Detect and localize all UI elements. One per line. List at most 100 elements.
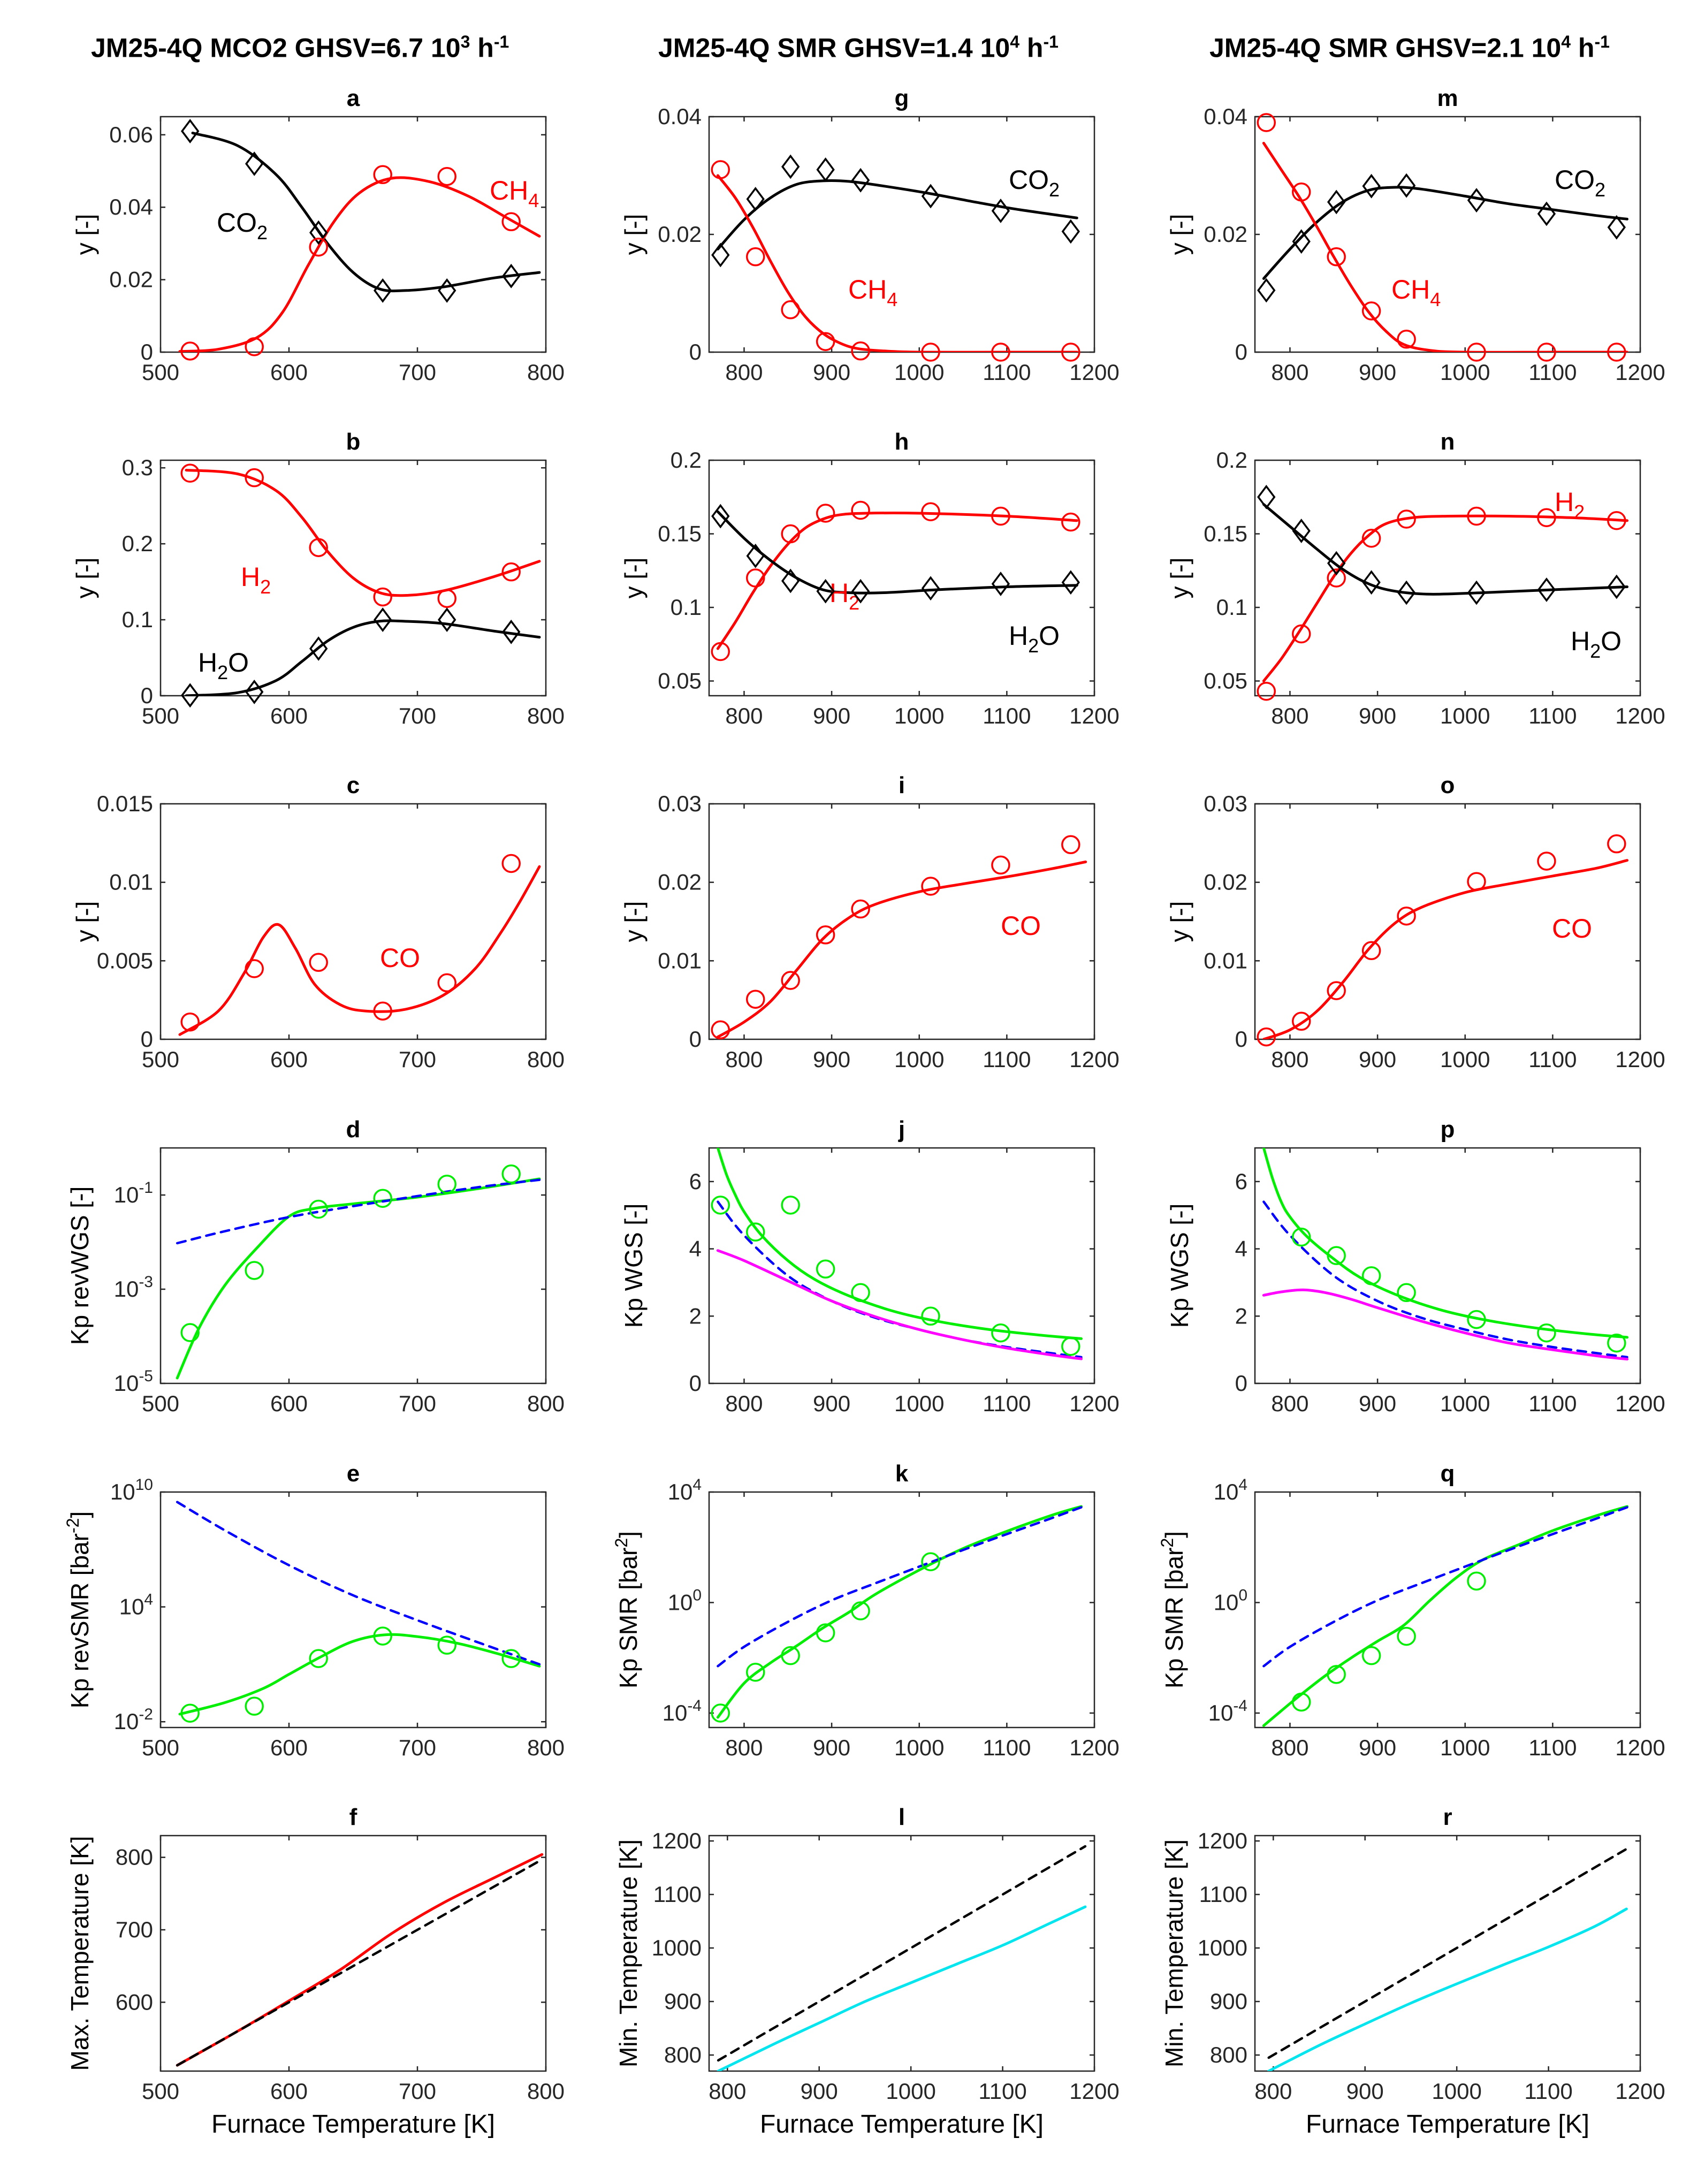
point-b-h2-5 xyxy=(501,562,521,582)
x-tick-label-a-3: 800 xyxy=(527,360,565,385)
point-g-ch4-2 xyxy=(781,300,800,319)
plot-area-e xyxy=(176,1501,541,1716)
point-n-h2o-5 xyxy=(1467,580,1486,605)
point-g-co2-5 xyxy=(921,184,940,209)
point-i-co-0 xyxy=(711,1020,730,1040)
series-line-g-co2-model xyxy=(716,179,1078,250)
point-g-ch4-3 xyxy=(816,332,835,351)
point-c-co-5 xyxy=(501,854,521,873)
point-g-ch4-7 xyxy=(1061,343,1080,362)
y-tick-label-a-3: 0.06 xyxy=(109,122,153,147)
series-line-d-kp-equilibrium xyxy=(176,1178,541,1245)
point-h-h2-1 xyxy=(745,568,765,588)
x-tick-label-k-0: 800 xyxy=(725,1735,763,1760)
x-tick-label-g-3: 1100 xyxy=(983,360,1031,385)
point-d-kp-data-2 xyxy=(309,1199,328,1219)
x-tick-label-e-3: 800 xyxy=(527,1735,565,1760)
x-tick-label-l-1: 900 xyxy=(801,2079,838,2104)
column-title-3-main: JM25-4Q SMR GHSV=2.1 10 xyxy=(1209,33,1562,63)
axes-box-k xyxy=(708,1491,1095,1729)
point-q-kp-data-3 xyxy=(1397,1626,1416,1646)
point-a-ch4-3 xyxy=(373,165,392,185)
chart-p: p 800 900 1000 1100 1200 0 2 4 6 Kp WGS [-] xyxy=(1166,1116,1665,1416)
x-tick-label-n-0: 800 xyxy=(1271,703,1308,728)
point-a-co2-4 xyxy=(438,278,456,303)
y-tick-label-i-0: 0 xyxy=(689,1026,702,1052)
x-tick-label-n-2: 1000 xyxy=(1440,703,1490,728)
point-b-h2-1 xyxy=(245,468,264,488)
series-line-m-co2-model xyxy=(1262,186,1628,280)
point-g-co2-3 xyxy=(816,157,835,182)
point-m-ch4-0 xyxy=(1257,113,1276,132)
x-tick-label-r-0: 800 xyxy=(1254,2079,1292,2104)
chart-title-r: r xyxy=(1443,1804,1452,1830)
chart-title-p: p xyxy=(1441,1116,1455,1143)
y-tick-label-n-1: 0.1 xyxy=(1216,595,1247,620)
axes-box-c xyxy=(159,803,547,1040)
chart-title-a: a xyxy=(347,85,360,111)
x-tick-label-c-1: 600 xyxy=(270,1047,308,1072)
x-tick-label-b-1: 600 xyxy=(270,703,308,728)
chart-c: c 500 600 700 800 0 0.005 0.01 0.015 y [-] CO xyxy=(71,772,565,1072)
series-line-q-kp-model xyxy=(1262,1505,1628,1727)
x-tick-label-q-0: 800 xyxy=(1271,1735,1308,1760)
x-tick-label-h-3: 1100 xyxy=(983,703,1031,728)
x-tick-label-o-1: 900 xyxy=(1359,1047,1396,1072)
y-tick-label-p-1: 2 xyxy=(1235,1303,1247,1328)
x-tick-label-m-1: 900 xyxy=(1359,360,1396,385)
x-tick-label-p-2: 1000 xyxy=(1440,1391,1490,1416)
x-tick-label-i-4: 1200 xyxy=(1069,1047,1119,1072)
point-a-ch4-5 xyxy=(501,212,521,232)
point-i-co-3 xyxy=(816,925,835,945)
y-tick-label-d-0: 10-5 xyxy=(114,1367,153,1396)
x-tick-label-i-3: 1100 xyxy=(983,1047,1031,1072)
point-g-ch4-6 xyxy=(991,343,1010,362)
column-title-2-exp: 4 xyxy=(1010,32,1020,51)
point-n-h2o-7 xyxy=(1607,574,1626,599)
column-title-3: JM25-4Q SMR GHSV=2.1 104 h-1 xyxy=(1209,32,1610,64)
x-tick-label-d-3: 800 xyxy=(527,1391,565,1416)
series-line-e-kp-model xyxy=(178,1633,541,1716)
y-tick-label-h-2: 0.15 xyxy=(658,521,702,546)
y-tick-label-b-0: 0 xyxy=(141,683,153,708)
series-label-n-h2: H2 xyxy=(1555,487,1585,523)
x-tick-label-g-1: 900 xyxy=(813,360,850,385)
point-k-kp-data-0 xyxy=(711,1703,730,1723)
point-c-co-2 xyxy=(309,953,328,972)
y-tick-label-b-2: 0.2 xyxy=(122,531,153,556)
point-a-co2-1 xyxy=(245,151,264,176)
series-label-b-h2: H2 xyxy=(241,562,271,598)
series-label-h-h2o: H2O xyxy=(1009,621,1060,657)
point-j-kp-data-3 xyxy=(816,1259,835,1279)
y-axis-label-q: Kp SMR [bar2] xyxy=(1158,1531,1188,1688)
column-title-1: JM25-4Q MCO2 GHSV=6.7 103 h-1 xyxy=(91,32,509,64)
point-j-kp-data-2 xyxy=(781,1196,800,1215)
x-tick-label-o-0: 800 xyxy=(1271,1047,1308,1072)
y-tick-label-q-2: 104 xyxy=(1214,1476,1247,1504)
y-tick-label-j-1: 2 xyxy=(689,1303,702,1328)
point-o-co-5 xyxy=(1467,872,1486,891)
y-tick-label-k-2: 104 xyxy=(668,1476,702,1504)
x-tick-label-m-0: 800 xyxy=(1271,360,1308,385)
point-a-co2-5 xyxy=(502,263,521,288)
y-axis-label-b: y [-] xyxy=(71,558,99,599)
x-tick-label-e-2: 700 xyxy=(399,1735,436,1760)
point-j-kp-data-7 xyxy=(1061,1337,1080,1356)
y-tick-label-a-2: 0.04 xyxy=(109,194,153,219)
axes-box-o xyxy=(1254,803,1641,1040)
plot-area-r xyxy=(1267,1847,1628,2071)
point-i-co-6 xyxy=(991,855,1010,875)
column-title-3-exp: 4 xyxy=(1561,32,1571,51)
series-line-b-h2-model xyxy=(185,469,541,597)
point-h-h2o-5 xyxy=(921,576,940,601)
point-j-kp-data-5 xyxy=(921,1306,940,1326)
series-line-p-kp-equilibrium xyxy=(1262,1200,1628,1359)
series-label-g-co2: CO2 xyxy=(1009,165,1060,201)
y-tick-label-c-1: 0.005 xyxy=(97,948,153,973)
point-o-co-0 xyxy=(1257,1027,1276,1047)
point-j-kp-data-1 xyxy=(745,1222,765,1242)
series-line-j-kp-magenta xyxy=(716,1249,1083,1360)
point-n-h2-1 xyxy=(1291,624,1311,644)
x-tick-label-a-2: 700 xyxy=(399,360,436,385)
point-g-ch4-4 xyxy=(851,341,870,361)
